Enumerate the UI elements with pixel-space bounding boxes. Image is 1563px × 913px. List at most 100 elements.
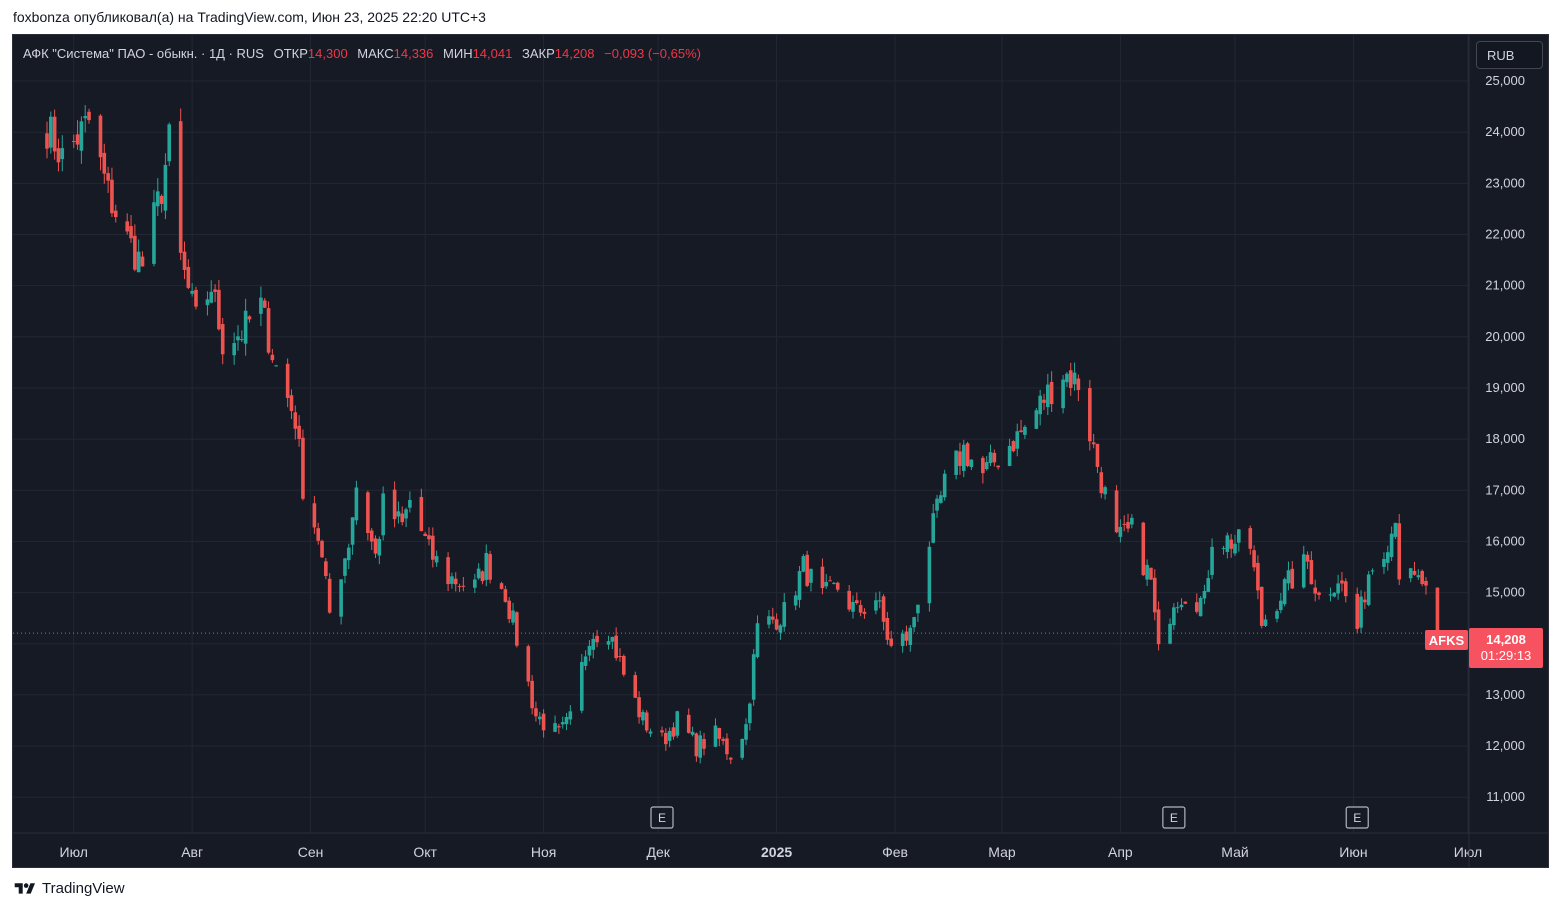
candle-body	[381, 493, 385, 536]
candle-body	[408, 500, 412, 508]
candle-body	[1382, 558, 1386, 567]
candle-body	[373, 538, 378, 554]
candle-body	[167, 124, 172, 162]
candle-body	[904, 631, 909, 641]
candle-body	[476, 568, 481, 579]
price-axis-label: 23,000	[1485, 175, 1525, 190]
time-axis-label: Апр	[1108, 844, 1133, 860]
candle-body	[1366, 574, 1371, 605]
candle-body	[553, 723, 557, 732]
candle-body	[98, 115, 103, 158]
price-chart[interactable]: 11,00012,00013,00014,00015,00016,00017,0…	[13, 35, 1548, 867]
earnings-marker-icon	[1345, 806, 1369, 829]
price-axis-label: 13,000	[1485, 687, 1525, 702]
candle-body	[778, 625, 783, 633]
tradingview-logo-icon	[14, 882, 35, 894]
candle-body	[961, 444, 966, 471]
candle-body	[343, 558, 347, 576]
candle-body	[931, 513, 936, 543]
candle-body	[285, 363, 290, 398]
candle-body	[606, 641, 611, 645]
price-axis-label: 11,000	[1486, 789, 1525, 804]
price-axis-label: 24,000	[1485, 124, 1525, 139]
candle-body	[1038, 395, 1042, 415]
candle-body	[1336, 583, 1340, 594]
candle-body	[1256, 562, 1260, 591]
candle-body	[568, 711, 573, 720]
open-value: 14,300	[307, 46, 348, 61]
candle-body	[916, 604, 920, 614]
candle-body	[102, 152, 107, 174]
candle-body	[1385, 552, 1390, 563]
candle-body	[667, 730, 672, 741]
candle-body	[1122, 523, 1127, 525]
candle-body	[984, 462, 989, 470]
candle-body	[579, 661, 584, 711]
candle-body	[671, 727, 676, 737]
currency-button[interactable]: RUB	[1476, 41, 1543, 69]
symbol-label: АФК "Система" ПАО - обыкн. · 1Д · RUS	[23, 46, 264, 61]
earnings-marker-label: E	[1170, 811, 1178, 825]
candle-body	[1420, 570, 1424, 585]
candle-body	[488, 554, 492, 580]
candle-body	[648, 731, 653, 734]
candle-body	[1301, 554, 1306, 588]
candle-body	[805, 554, 809, 586]
candle-body	[136, 251, 141, 273]
candle-body	[87, 111, 91, 121]
candle-body	[240, 339, 244, 341]
chart-panel[interactable]: 11,00012,00013,00014,00015,00016,00017,0…	[12, 34, 1549, 868]
candle-body	[1435, 587, 1440, 634]
candle-body	[858, 605, 863, 613]
time-axis-label: Мар	[988, 844, 1016, 860]
candle-body	[939, 495, 943, 503]
candle-body	[541, 713, 546, 731]
candle-body	[110, 179, 114, 214]
candle-body	[1091, 442, 1096, 445]
candle-body	[1275, 611, 1279, 619]
candle-body	[824, 581, 829, 587]
earnings-marker-label: E	[1353, 811, 1361, 825]
candle-body	[431, 535, 435, 560]
candle-body	[1007, 445, 1012, 466]
candle-body	[377, 538, 382, 556]
candle-body	[1175, 607, 1180, 609]
candle-body	[1046, 384, 1050, 408]
time-axis-label: Май	[1221, 844, 1248, 860]
candle-body	[862, 611, 867, 614]
candle-body	[163, 164, 168, 211]
candle-body	[832, 582, 836, 584]
candle-body	[877, 600, 882, 602]
candle-body	[289, 395, 294, 412]
candle-body	[981, 457, 985, 474]
candle-body	[366, 492, 370, 533]
candle-body	[1233, 543, 1237, 554]
candle-body	[473, 579, 477, 588]
candle-body	[220, 324, 225, 355]
candle-body	[1313, 587, 1318, 594]
candle-body	[996, 465, 1000, 468]
time-axis-label: Июн	[1339, 844, 1367, 860]
candle-body	[1210, 546, 1214, 575]
candle-body	[113, 210, 118, 218]
low-label: МИН	[443, 46, 473, 61]
tradingview-brand[interactable]: TradingView	[12, 880, 125, 897]
symbol-header: АФК "Система" ПАО - обыкн. · 1Д · RUS ОТ…	[23, 46, 701, 61]
candle-body	[1221, 547, 1226, 549]
candle-body	[1328, 594, 1333, 596]
candle-body	[1126, 522, 1130, 529]
candle-body	[79, 121, 84, 151]
ticker-tag: AFKS	[1425, 630, 1468, 650]
candle-body	[721, 739, 725, 741]
candle-body	[1225, 535, 1230, 552]
candle-body	[434, 556, 439, 563]
candle-body	[526, 646, 531, 682]
candle-body	[1118, 526, 1123, 537]
candle-body	[316, 528, 321, 541]
time-axis-label: Ноя	[531, 844, 556, 860]
candle-body	[1389, 533, 1394, 558]
candle-body	[717, 727, 722, 739]
candle-body	[194, 289, 198, 307]
candle-body	[45, 133, 49, 149]
candle-body	[457, 586, 462, 588]
